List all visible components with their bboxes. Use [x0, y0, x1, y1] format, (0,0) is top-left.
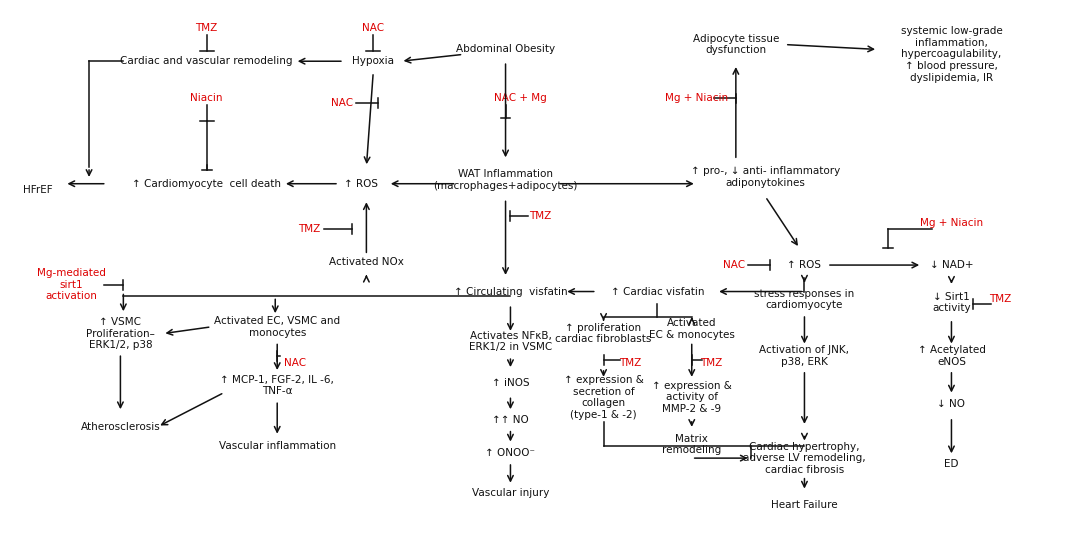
Text: TMZ: TMZ: [619, 358, 641, 368]
Text: TMZ: TMZ: [700, 358, 722, 368]
Text: ↑↑ NO: ↑↑ NO: [492, 415, 529, 425]
Text: NAC + Mg: NAC + Mg: [494, 93, 546, 103]
Text: Heart Failure: Heart Failure: [771, 500, 838, 510]
Text: Mg-mediated
sirt1
activation: Mg-mediated sirt1 activation: [37, 268, 105, 301]
Text: ↑ VSMC
Proliferation–
ERK1/2, p38: ↑ VSMC Proliferation– ERK1/2, p38: [86, 317, 154, 350]
Text: Vascular inflammation: Vascular inflammation: [218, 441, 335, 451]
Text: ED: ED: [945, 459, 958, 469]
Text: ↑ ONOO⁻: ↑ ONOO⁻: [486, 448, 536, 458]
Text: NAC: NAC: [723, 260, 744, 270]
Text: ↑ ROS: ↑ ROS: [787, 260, 821, 270]
Text: NAC: NAC: [362, 23, 384, 33]
Text: Abdominal Obesity: Abdominal Obesity: [456, 44, 555, 55]
Text: stress responses in
cardiomyocyte: stress responses in cardiomyocyte: [754, 288, 854, 310]
Text: Matrix
remodeling: Matrix remodeling: [662, 434, 721, 455]
Text: Cardiac and vascular remodeling: Cardiac and vascular remodeling: [120, 56, 293, 66]
Text: Atherosclerosis: Atherosclerosis: [81, 422, 161, 432]
Text: Activated
EC & monocytes: Activated EC & monocytes: [649, 318, 735, 340]
Text: TMZ: TMZ: [989, 294, 1012, 304]
Text: TMZ: TMZ: [298, 224, 321, 234]
Text: ↑ iNOS: ↑ iNOS: [492, 378, 529, 388]
Text: Cardiac hypertrophy,
adverse LV remodeling,
cardiac fibrosis: Cardiac hypertrophy, adverse LV remodeli…: [743, 442, 866, 475]
Text: ↓ NO: ↓ NO: [937, 399, 966, 409]
Text: ↑ Circulating  visfatin: ↑ Circulating visfatin: [454, 287, 568, 296]
Text: ↓ Sirt1
activity: ↓ Sirt1 activity: [932, 292, 971, 313]
Text: ↓ NAD+: ↓ NAD+: [930, 260, 973, 270]
Text: NAC: NAC: [331, 99, 353, 108]
Text: NAC: NAC: [283, 358, 306, 368]
Text: TMZ: TMZ: [196, 23, 217, 33]
Text: ↑ MCP-1, FGF-2, IL -6,
TNF-α: ↑ MCP-1, FGF-2, IL -6, TNF-α: [220, 375, 334, 397]
Text: Niacin: Niacin: [191, 93, 223, 103]
Text: Activated NOx: Activated NOx: [329, 257, 404, 267]
Text: Activated EC, VSMC and
monocytes: Activated EC, VSMC and monocytes: [214, 316, 341, 338]
Text: Activation of JNK,
p38, ERK: Activation of JNK, p38, ERK: [759, 345, 850, 367]
Text: ↑ pro-, ↓ anti- inflammatory
adiponytokines: ↑ pro-, ↓ anti- inflammatory adiponytoki…: [690, 166, 840, 188]
Text: ↑ expression &
activity of
MMP-2 & -9: ↑ expression & activity of MMP-2 & -9: [652, 381, 732, 414]
Text: Hypoxia: Hypoxia: [353, 56, 394, 66]
Text: Adipocyte tissue
dysfunction: Adipocyte tissue dysfunction: [692, 34, 779, 55]
Text: Mg + Niacin: Mg + Niacin: [920, 218, 983, 228]
Text: TMZ: TMZ: [528, 211, 551, 221]
Text: WAT Inflammation
(macrophages+adipocytes): WAT Inflammation (macrophages+adipocytes…: [433, 169, 577, 191]
Text: Vascular injury: Vascular injury: [472, 488, 550, 498]
Text: ↑ Cardiac visfatin: ↑ Cardiac visfatin: [610, 287, 704, 296]
Text: ↑ Cardiomyocyte  cell death: ↑ Cardiomyocyte cell death: [132, 178, 281, 189]
Text: ↑ proliferation
cardiac fibroblasts: ↑ proliferation cardiac fibroblasts: [555, 323, 652, 345]
Text: systemic low-grade
inflammation,
hypercoagulability,
↑ blood pressure,
dyslipide: systemic low-grade inflammation, hyperco…: [901, 26, 1002, 83]
Text: Mg + Niacin: Mg + Niacin: [665, 93, 728, 103]
Text: HFrEF: HFrEF: [23, 184, 53, 195]
Text: Activates NFκB,
ERK1/2 in VSMC: Activates NFκB, ERK1/2 in VSMC: [469, 331, 552, 352]
Text: ↑ expression &
secretion of
collagen
(type-1 & -2): ↑ expression & secretion of collagen (ty…: [563, 375, 643, 420]
Text: ↑ Acetylated
eNOS: ↑ Acetylated eNOS: [918, 345, 985, 367]
Text: ↑ ROS: ↑ ROS: [344, 178, 378, 189]
